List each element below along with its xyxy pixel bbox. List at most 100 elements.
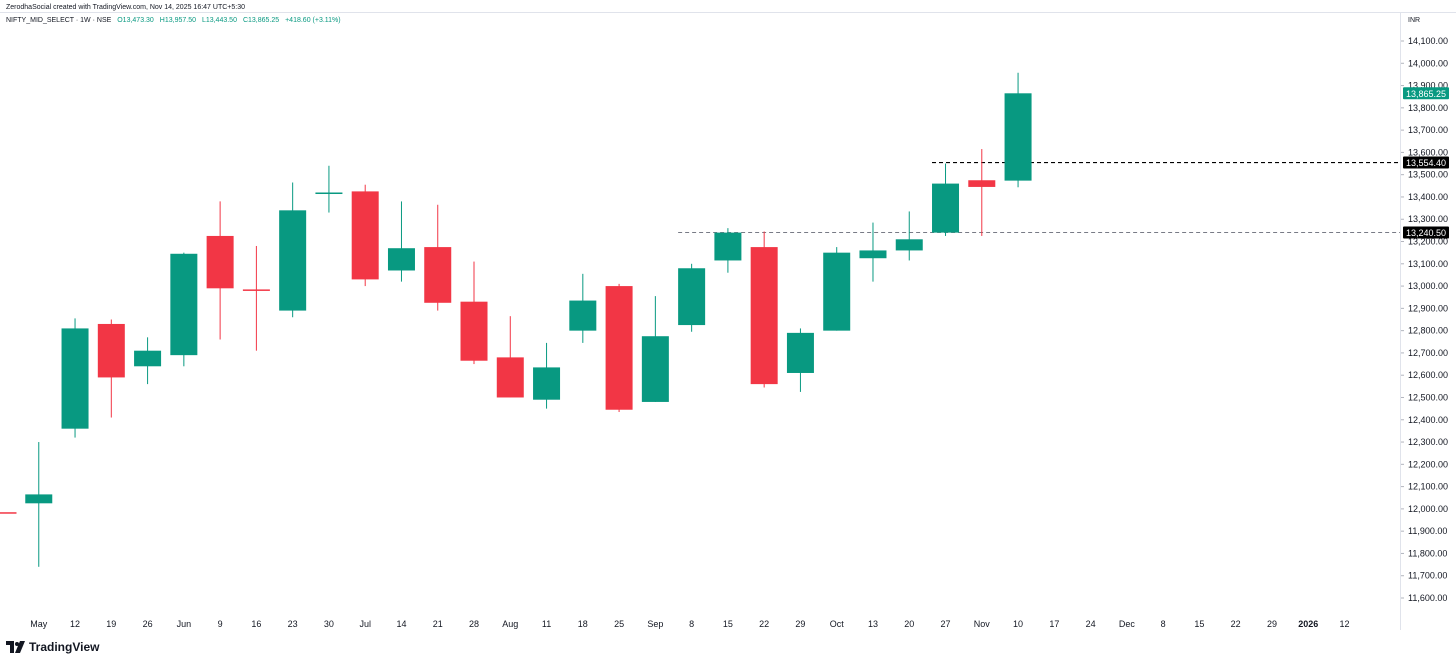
candle-body [714, 232, 742, 261]
candle-body [641, 336, 669, 402]
candle[interactable] [786, 328, 814, 392]
candle[interactable] [714, 228, 742, 273]
y-tick-label: 12,800.00 [1408, 326, 1448, 336]
y-tick-label: 13,000.00 [1408, 281, 1448, 291]
symbol-label[interactable]: NIFTY_MID_SELECT · 1W · NSE [6, 17, 112, 24]
candle-body [0, 512, 17, 514]
x-tick-label: 11 [542, 619, 551, 629]
tradingview-logo[interactable]: TradingView [6, 639, 99, 655]
x-tick-label: 8 [689, 619, 694, 629]
candle-body [315, 192, 343, 195]
x-tick-label: 16 [251, 619, 261, 629]
close-value: C13,865.25 [242, 17, 280, 24]
candle[interactable] [279, 182, 307, 318]
x-tick-label: Dec [1119, 619, 1136, 629]
price-level-label: 13,554.40 [1406, 158, 1446, 168]
x-tick-label: May [30, 619, 48, 629]
y-tick-label: 13,800.00 [1408, 103, 1448, 113]
candle-body [786, 332, 814, 373]
candle-body [387, 248, 415, 271]
candle-body [279, 210, 307, 311]
x-tick-label: Jul [359, 619, 371, 629]
candle-body [97, 323, 125, 378]
candle[interactable] [859, 222, 887, 282]
x-tick-label: 29 [795, 619, 805, 629]
x-tick-label: Oct [830, 619, 845, 629]
candle[interactable] [895, 211, 923, 261]
candle-body [424, 247, 452, 303]
y-tick-label: 12,700.00 [1408, 348, 1448, 358]
candle[interactable] [134, 337, 162, 385]
candle[interactable] [605, 283, 633, 412]
y-tick-label: 13,400.00 [1408, 192, 1448, 202]
x-tick-label: 20 [904, 619, 914, 629]
price-level-badge [1403, 226, 1449, 239]
candle[interactable] [170, 252, 198, 367]
y-tick-label: 14,100.00 [1408, 36, 1448, 46]
top-divider [0, 12, 1456, 13]
x-tick-label: 29 [1267, 619, 1277, 629]
x-tick-label: 9 [218, 619, 223, 629]
price-level-badge [1403, 156, 1449, 169]
x-tick-label: 8 [1161, 619, 1166, 629]
candle-body [206, 235, 234, 289]
y-tick-label: 13,300.00 [1408, 214, 1448, 224]
candle[interactable] [351, 184, 379, 287]
candle[interactable] [496, 316, 524, 398]
x-tick-label: 18 [578, 619, 588, 629]
candle[interactable] [424, 204, 452, 311]
x-tick-label: Sep [647, 619, 663, 629]
x-tick-label: 15 [723, 619, 733, 629]
x-tick-label: 15 [1194, 619, 1204, 629]
candle[interactable] [206, 201, 234, 340]
candle[interactable] [641, 296, 669, 402]
attribution-text: ZerodhaSocial created with TradingView.c… [6, 4, 245, 11]
candle[interactable] [932, 163, 960, 236]
y-tick-label: 12,500.00 [1408, 392, 1448, 402]
candle-body [750, 247, 778, 385]
candle-body [678, 268, 706, 326]
tradingview-logo-text: TradingView [29, 640, 100, 654]
x-tick-label: 30 [324, 619, 334, 629]
candle[interactable] [25, 442, 53, 567]
candle[interactable] [1004, 72, 1032, 188]
candle[interactable] [97, 319, 125, 418]
y-tick-label: 12,400.00 [1408, 415, 1448, 425]
candle-body [605, 286, 633, 410]
y-tick-label: 12,600.00 [1408, 370, 1448, 380]
candle[interactable] [460, 261, 488, 365]
y-tick-label: 11,800.00 [1408, 548, 1447, 558]
candle-body [134, 350, 162, 367]
candle-body [859, 250, 887, 259]
candle-body [533, 367, 561, 400]
x-tick-label: 22 [1231, 619, 1241, 629]
y-tick-label: 12,000.00 [1408, 504, 1448, 514]
x-tick-label: 25 [614, 619, 624, 629]
x-tick-label: 13 [868, 619, 878, 629]
candle[interactable] [242, 245, 270, 351]
y-tick-label: 13,600.00 [1408, 147, 1448, 157]
x-tick-label: 14 [396, 619, 406, 629]
candle[interactable] [0, 512, 17, 514]
y-tick-label: 11,600.00 [1408, 593, 1447, 603]
candle[interactable] [569, 273, 597, 343]
candle[interactable] [678, 263, 706, 332]
x-tick-label: 28 [469, 619, 479, 629]
y-tick-label: 13,700.00 [1408, 125, 1448, 135]
candle-body [25, 494, 53, 504]
y-tick-label: 11,700.00 [1408, 571, 1447, 581]
x-tick-label: 21 [433, 619, 443, 629]
y-tick-label: 12,900.00 [1408, 303, 1448, 313]
candle[interactable] [823, 247, 851, 331]
candle[interactable] [61, 318, 89, 438]
high-value: H13,957.50 [159, 17, 196, 24]
candle[interactable] [387, 201, 415, 282]
x-tick-label: 19 [106, 619, 116, 629]
candle[interactable] [750, 231, 778, 388]
candle[interactable] [968, 149, 996, 236]
last-price-badge [1403, 87, 1449, 100]
candle[interactable] [315, 165, 343, 213]
candle[interactable] [533, 342, 561, 409]
x-tick-label: 17 [1049, 619, 1059, 629]
